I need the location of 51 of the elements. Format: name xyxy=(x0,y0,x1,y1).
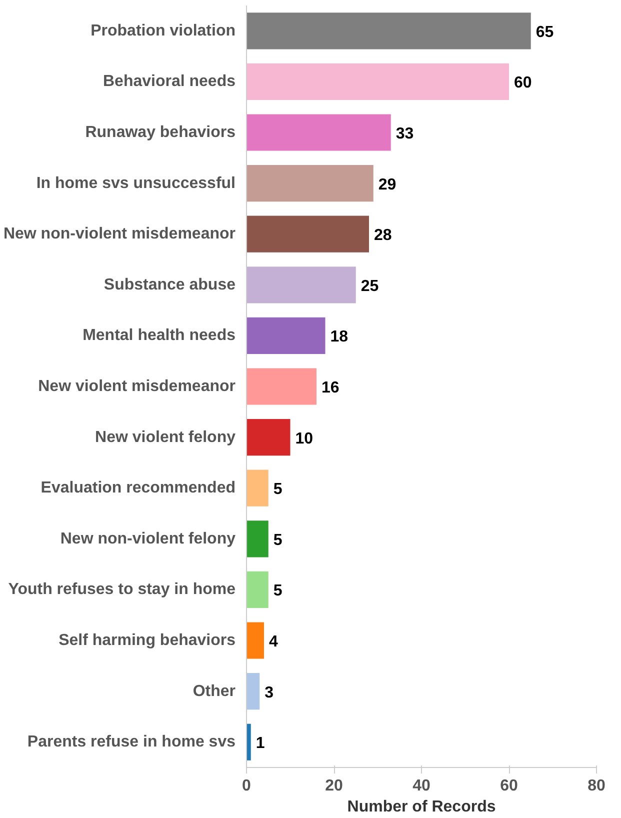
data-label: 28 xyxy=(374,227,392,244)
bar xyxy=(246,673,260,710)
x-tick-label: 0 xyxy=(242,778,252,794)
bar xyxy=(246,114,391,151)
bar xyxy=(246,622,264,659)
y-tick-label: In home svs unsuccessful xyxy=(36,174,236,192)
y-tick-label: Mental health needs xyxy=(82,327,236,344)
y-tick-label: Evaluation recommended xyxy=(40,480,236,497)
data-label: 33 xyxy=(396,126,414,142)
y-tick-label: New non-violent felony xyxy=(60,530,236,548)
bar xyxy=(246,419,290,456)
y-tick-label: Youth refuses to stay in home xyxy=(8,581,236,598)
bar xyxy=(246,571,268,608)
data-label: 29 xyxy=(378,176,396,194)
x-tick-label: 80 xyxy=(588,778,606,794)
data-label: 60 xyxy=(514,74,532,92)
bar xyxy=(246,165,374,202)
y-tick-label: New violent misdemeanor xyxy=(38,378,236,395)
bar xyxy=(246,520,268,558)
y-tick-label: Parents refuse in home svs xyxy=(27,734,236,751)
bar xyxy=(246,470,268,506)
bar xyxy=(246,216,369,252)
x-tick-label: 40 xyxy=(412,778,430,794)
x-tick-label: 20 xyxy=(325,778,343,794)
data-label: 5 xyxy=(273,481,282,498)
bar xyxy=(246,12,531,50)
data-label: 5 xyxy=(273,582,282,600)
y-tick-label: Self harming behaviors xyxy=(58,632,236,649)
x-tick-label: 60 xyxy=(500,778,518,794)
data-label: 25 xyxy=(360,278,379,295)
bar xyxy=(246,266,356,304)
y-tick-label: New violent felony xyxy=(95,428,236,446)
bar xyxy=(246,317,326,354)
y-tick-label: Other xyxy=(192,682,236,700)
data-label: 1 xyxy=(256,735,265,752)
y-tick-label: Substance abuse xyxy=(104,276,236,294)
y-tick-label: New non-violent misdemeanor xyxy=(3,226,236,243)
data-label: 3 xyxy=(264,684,274,702)
bar xyxy=(246,63,509,100)
y-tick-label: Behavioral needs xyxy=(103,73,236,90)
data-label: 10 xyxy=(295,430,314,448)
data-label: 65 xyxy=(536,24,554,41)
data-label: 18 xyxy=(330,328,348,346)
y-tick-label: Runaway behaviors xyxy=(85,124,236,141)
bar xyxy=(246,724,251,760)
data-label: 16 xyxy=(322,380,340,396)
data-label: 5 xyxy=(273,532,282,549)
x-axis-title: Number of Records xyxy=(347,798,496,816)
bar xyxy=(246,368,316,405)
y-tick-label: Probation violation xyxy=(90,22,236,40)
data-label: 4 xyxy=(269,634,278,650)
